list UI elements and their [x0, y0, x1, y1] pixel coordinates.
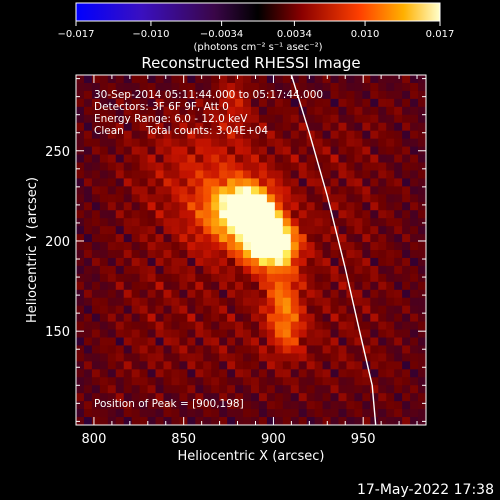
colorbar-tick-label: 0.017: [426, 29, 455, 40]
y-tick-label: 250: [45, 145, 70, 160]
plot-frame: [75, 74, 427, 426]
time-range-text: 30-Sep-2014 05:11:44.000 to 05:17:44.000: [94, 89, 323, 101]
energy-range-text: Energy Range: 6.0 - 12.0 keV: [94, 113, 248, 125]
colorbar-unit-label: (photons cm⁻² s⁻¹ asec⁻²): [193, 42, 322, 53]
x-tick-label: 900: [261, 432, 286, 447]
x-tick-label: 950: [351, 432, 376, 447]
x-axis: 800 850 900 950: [75, 75, 418, 447]
total-counts-text: Total counts: 3.04E+04: [145, 125, 268, 137]
image-annotations: 30-Sep-2014 05:11:44.000 to 05:17:44.000…: [94, 89, 323, 410]
y-tick-label: 200: [45, 235, 70, 250]
colorbar-tick-label: −0.0034: [200, 29, 243, 40]
colorbar-tick-label: −0.017: [57, 29, 94, 40]
x-axis-label: Heliocentric X (arcsec): [178, 449, 325, 464]
chart-title: Reconstructed RHESSI Image: [141, 54, 360, 72]
x-tick-label: 850: [171, 432, 196, 447]
peak-position-text: Position of Peak = [900,198]: [94, 398, 244, 410]
heatmap-image: [76, 75, 426, 425]
y-tick-label: 150: [45, 325, 70, 340]
colorbar: −0.017 −0.010 −0.0034 0.0034 0.010 0.017 (pho…: [57, 2, 454, 53]
y-axis: 150 200 250: [45, 78, 426, 422]
colorbar-tick-label: 0.0034: [277, 29, 312, 40]
colorbar-tick-label: −0.010: [132, 29, 169, 40]
solar-limb-curve: [290, 75, 377, 425]
clean-text: Clean: [94, 125, 124, 137]
footer-timestamp: 17-May-2022 17:38: [356, 482, 494, 498]
colorbar-ticks: −0.017 −0.010 −0.0034 0.0034 0.010 0.017: [57, 21, 454, 40]
colorbar-gradient: [75, 2, 441, 22]
y-axis-label: Heliocentric Y (arcsec): [25, 177, 40, 323]
x-tick-label: 800: [82, 432, 107, 447]
colorbar-tick-label: 0.010: [351, 29, 380, 40]
detectors-text: Detectors: 3F 6F 9F, Att 0: [94, 101, 229, 113]
